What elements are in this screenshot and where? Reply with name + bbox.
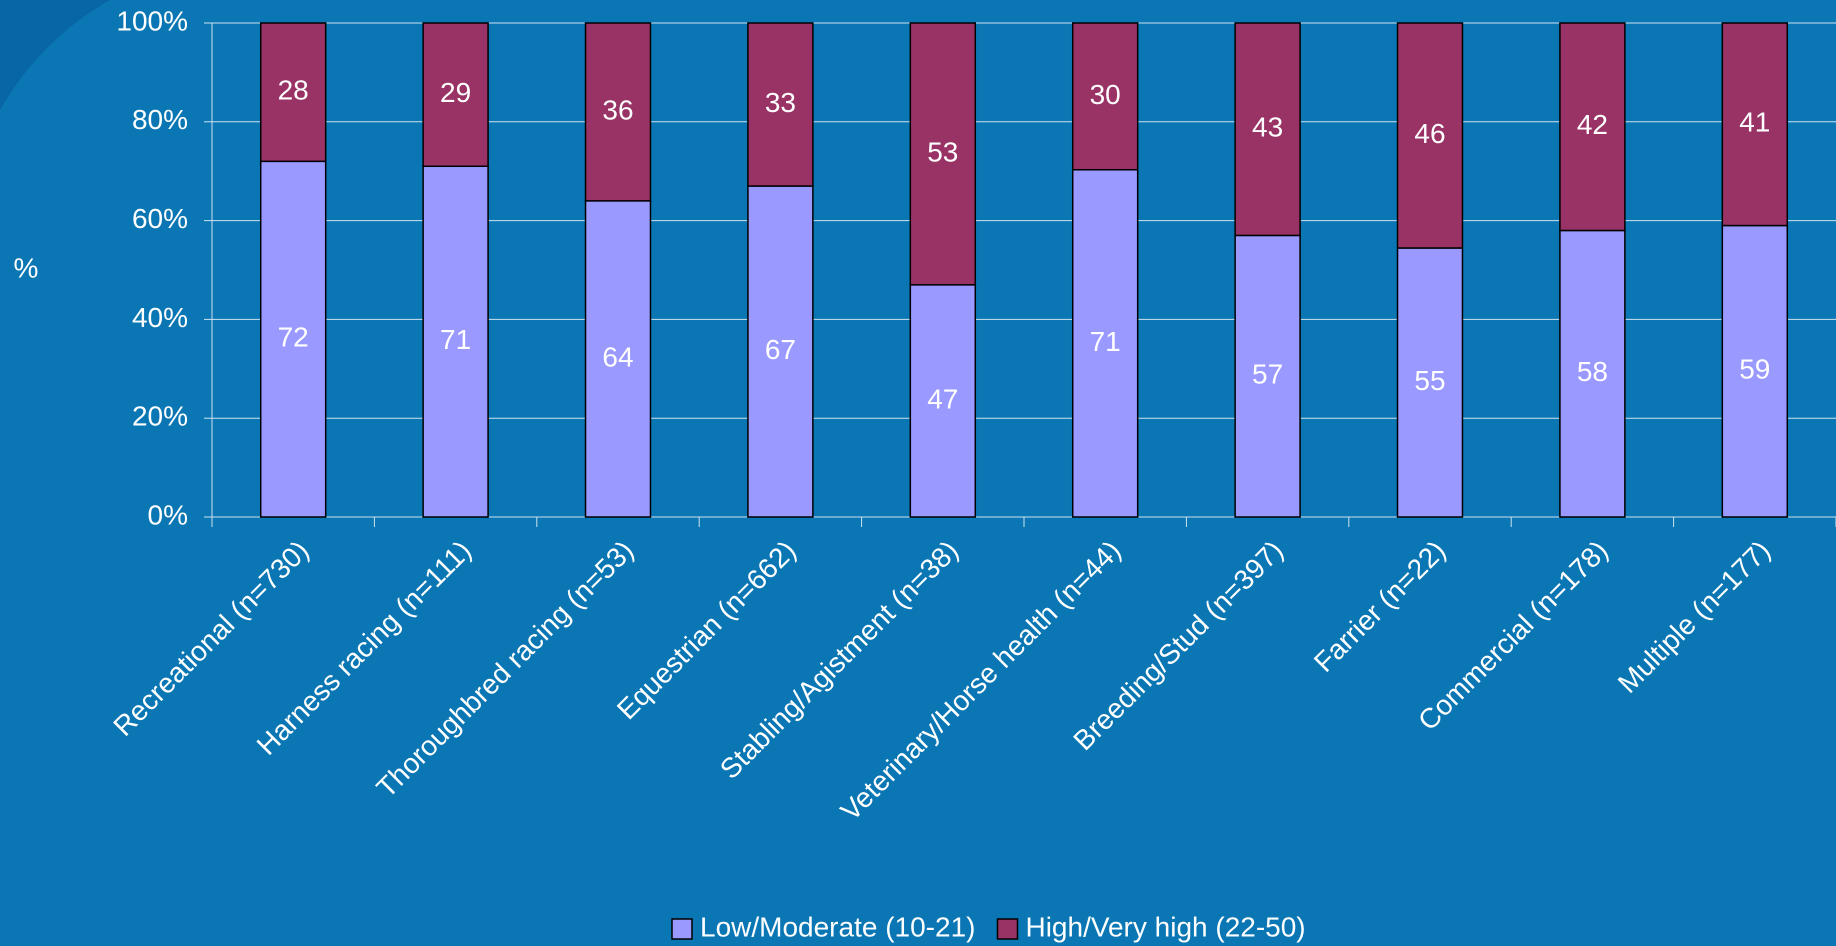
y-tick-label: 100% bbox=[116, 5, 188, 36]
bar-segment bbox=[747, 22, 814, 187]
bar-segment bbox=[1396, 247, 1464, 518]
data-label: 67 bbox=[765, 334, 796, 365]
y-axis-label: % bbox=[14, 252, 39, 283]
data-label: 47 bbox=[927, 383, 958, 414]
bar-segment bbox=[1234, 234, 1301, 518]
data-label: 53 bbox=[927, 136, 958, 167]
legend-label: High/Very high (22-50) bbox=[1025, 911, 1305, 942]
data-label: 71 bbox=[1090, 326, 1121, 357]
data-label: 46 bbox=[1414, 118, 1445, 149]
bar-segment bbox=[909, 284, 977, 518]
bar-segment bbox=[422, 22, 489, 168]
bar-segment bbox=[1559, 22, 1626, 232]
bar-segment bbox=[747, 185, 814, 518]
bar-segment bbox=[1071, 168, 1139, 518]
data-label: 36 bbox=[602, 94, 633, 125]
legend-swatch bbox=[671, 918, 693, 940]
bar-segment bbox=[584, 200, 652, 518]
data-label: 41 bbox=[1739, 107, 1770, 138]
bar-segment bbox=[1721, 224, 1789, 518]
bar-segment bbox=[422, 165, 489, 518]
data-label: 33 bbox=[765, 87, 796, 118]
data-label: 57 bbox=[1252, 359, 1283, 390]
bar-segment bbox=[909, 22, 977, 286]
bar-segment bbox=[259, 160, 327, 518]
y-tick-label: 40% bbox=[132, 302, 188, 333]
bar-segment bbox=[1559, 229, 1626, 518]
data-label: 71 bbox=[440, 324, 471, 355]
data-label: 59 bbox=[1739, 354, 1770, 385]
legend-swatch bbox=[996, 918, 1019, 940]
data-label: 58 bbox=[1577, 356, 1608, 387]
data-label: 29 bbox=[440, 77, 471, 108]
bar-segment bbox=[1721, 22, 1789, 227]
y-tick-label: 0% bbox=[148, 499, 188, 530]
data-label: 43 bbox=[1252, 112, 1283, 143]
data-label: 64 bbox=[602, 341, 633, 372]
data-label: 28 bbox=[278, 75, 309, 106]
y-tick-label: 60% bbox=[132, 203, 188, 234]
bar-segment bbox=[584, 22, 652, 202]
data-label: 42 bbox=[1577, 109, 1608, 140]
data-label: 72 bbox=[278, 322, 309, 353]
y-tick-label: 20% bbox=[132, 401, 188, 432]
bar-segment bbox=[1234, 22, 1301, 237]
data-label: 55 bbox=[1414, 365, 1445, 396]
bar-segment bbox=[1071, 22, 1139, 171]
bar-segment bbox=[1396, 22, 1464, 249]
legend-label: Low/Moderate (10-21) bbox=[700, 911, 975, 942]
y-tick-label: 80% bbox=[132, 104, 188, 135]
corner-decoration bbox=[0, 0, 110, 110]
bar-segment bbox=[259, 22, 327, 163]
data-label: 30 bbox=[1090, 79, 1121, 110]
